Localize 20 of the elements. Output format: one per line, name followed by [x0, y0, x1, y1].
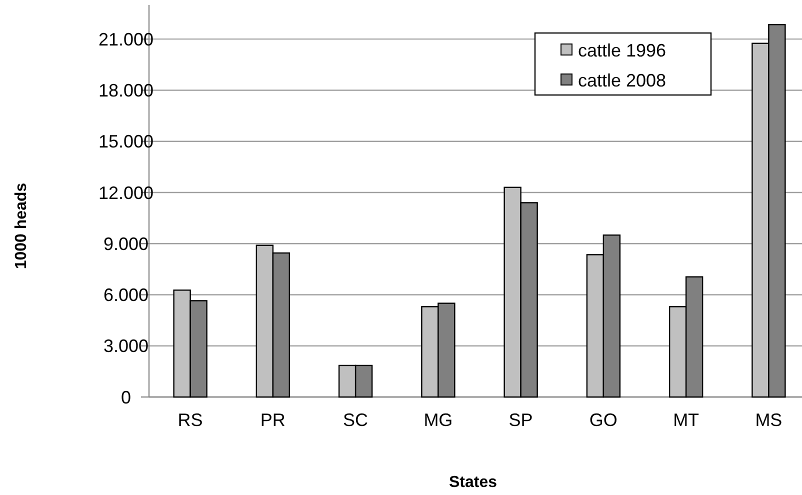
- y-axis-title: 1000 heads: [13, 182, 30, 270]
- y-tick-label: 15.000: [98, 132, 154, 152]
- x-tick-label: SC: [343, 410, 368, 430]
- y-tick-label: 12.000: [98, 182, 154, 203]
- y-tick-label: 9.000: [103, 234, 149, 254]
- y-tick-label: 21.000: [98, 29, 154, 50]
- x-tick-label: MT: [673, 410, 700, 430]
- x-tick-label: MG: [424, 410, 453, 430]
- x-tick-label: PR: [260, 410, 286, 430]
- x-tick-label: SP: [508, 410, 533, 430]
- y-tick-label: 6.000: [103, 285, 149, 306]
- y-tick-label: 3.000: [103, 336, 149, 356]
- legend-label: cattle 1996: [578, 40, 666, 60]
- x-tick-label: MS: [755, 410, 782, 430]
- legend-label: cattle 2008: [578, 70, 666, 90]
- y-tick-label: 18.000: [98, 80, 154, 101]
- x-tick-label: RS: [178, 410, 203, 430]
- y-tick-label: 0: [120, 387, 132, 408]
- x-tick-label: GO: [589, 410, 618, 430]
- x-axis-title: States: [448, 474, 498, 491]
